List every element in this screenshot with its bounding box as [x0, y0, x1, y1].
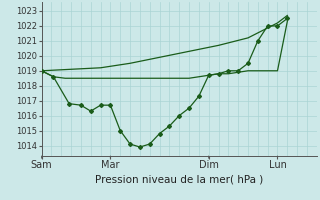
X-axis label: Pression niveau de la mer( hPa ): Pression niveau de la mer( hPa ) [95, 174, 263, 184]
